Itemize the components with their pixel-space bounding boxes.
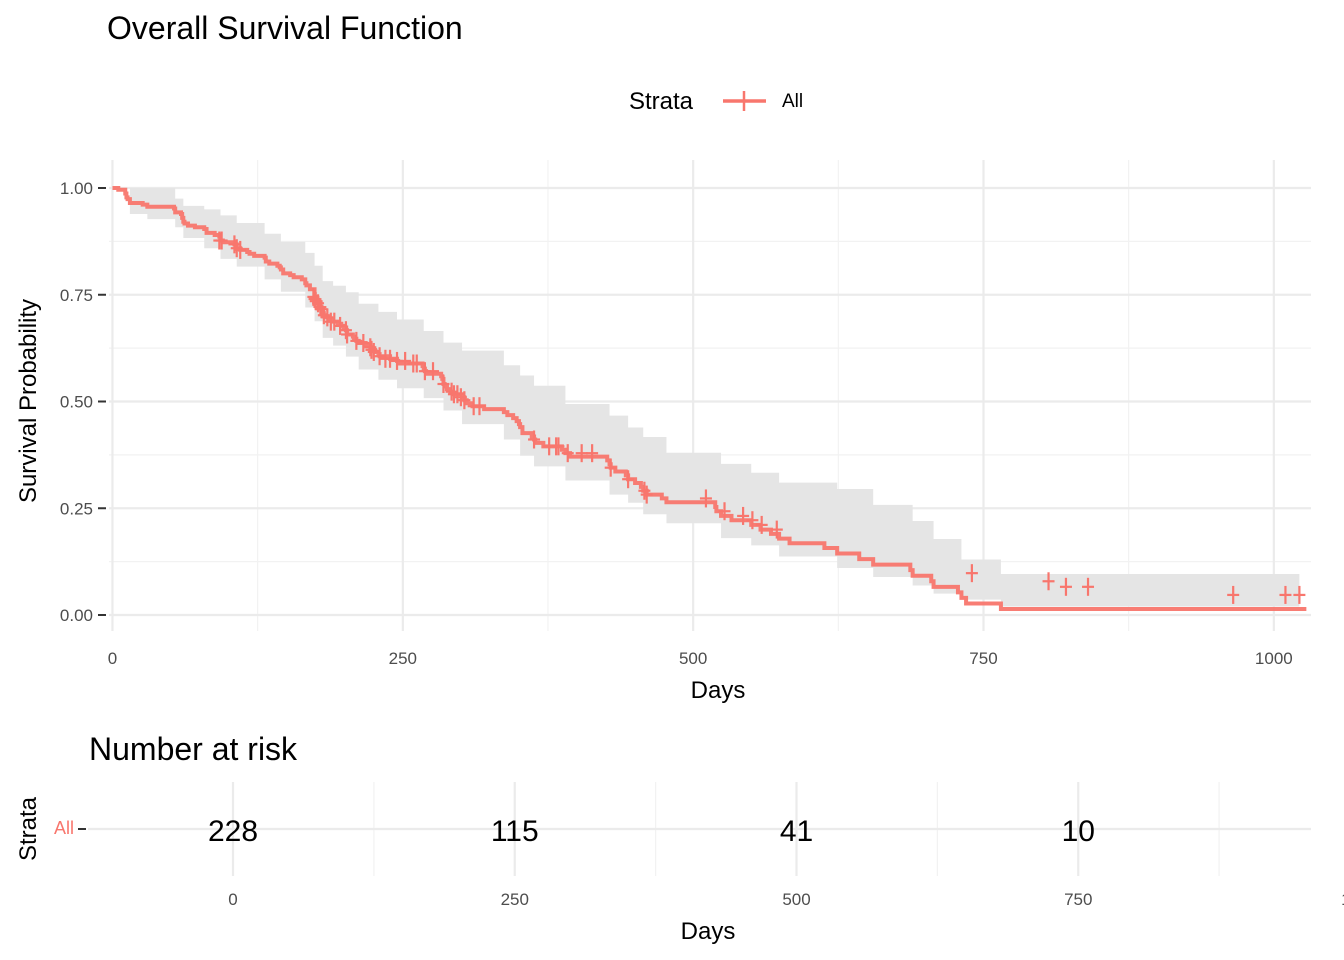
x-tick-label: 250 <box>389 649 417 668</box>
risk-count-all: 228 <box>208 815 258 848</box>
x-tick-label: 1000 <box>1255 649 1293 668</box>
legend-item-all: All <box>782 91 803 112</box>
y-tick-label: 0.75 <box>60 286 93 305</box>
ci-band-area <box>112 188 1300 607</box>
risk-count-all: 41 <box>780 815 813 848</box>
y-tick-label: 0.00 <box>60 606 93 625</box>
risk-table-title: Number at risk <box>89 731 298 767</box>
risk-x-tick-label: 1000 <box>1341 890 1344 909</box>
risk-x-tick-label: 0 <box>228 890 237 909</box>
risk-count-all: 115 <box>491 815 539 848</box>
legend: Strata All <box>629 88 803 115</box>
risk-table-gridlines <box>78 782 1311 876</box>
legend-title: Strata <box>629 88 694 115</box>
censor-marks <box>213 231 1306 604</box>
risk-table-ticks: 0 250 500 750 1000 <box>228 890 1344 909</box>
risk-count-all: 10 <box>1062 815 1095 848</box>
risk-y-axis-title: Strata <box>15 796 42 861</box>
x-tick-label: 0 <box>108 649 117 668</box>
confidence-band <box>112 188 1300 607</box>
x-axis-title: Days <box>691 677 746 704</box>
x-tick-label: 750 <box>969 649 997 668</box>
risk-x-tick-label: 750 <box>1064 890 1092 909</box>
risk-x-tick-label: 500 <box>782 890 810 909</box>
y-tick-label: 1.00 <box>60 179 93 198</box>
axis-ticks: 0 250 500 750 1000 0.00 0.25 0.50 0.75 1.00 <box>60 179 1293 668</box>
y-tick-label: 0.50 <box>60 393 93 412</box>
y-axis-title: Survival Probability <box>15 299 42 503</box>
x-tick-label: 500 <box>679 649 707 668</box>
risk-x-axis-title: Days <box>681 918 736 945</box>
risk-table-values: 22811541102 <box>208 815 1095 848</box>
risk-x-tick-label: 250 <box>501 890 529 909</box>
y-tick-label: 0.25 <box>60 499 93 518</box>
risk-strata-label-all: All <box>54 818 74 838</box>
plot-gridlines <box>109 160 1311 631</box>
chart-title: Overall Survival Function <box>107 10 463 46</box>
